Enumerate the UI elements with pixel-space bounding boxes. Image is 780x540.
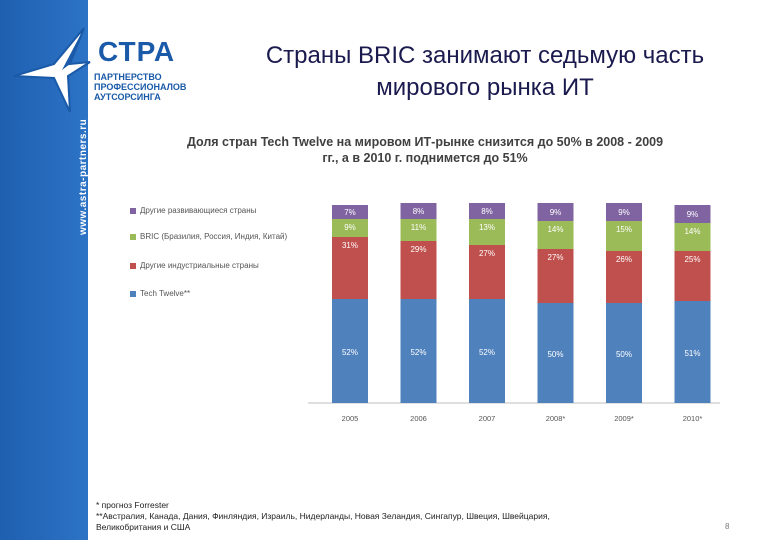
bar-segment [400,203,437,219]
left-sidebar-band [0,0,88,540]
data-label: 50% [547,350,563,359]
bar-segment [400,299,437,403]
astra-logo: СТРА ПАРТНЕРСТВО ПРОФЕССИОНАЛОВ АУТСОРСИ… [10,18,200,113]
data-label: 14% [684,227,700,236]
bar-segment [537,303,574,403]
bar-segment [332,205,368,219]
legend-label: BRIC (Бразилия, Россия, Индия, Китай) [140,232,288,241]
legend-swatch [130,262,136,269]
data-label: 52% [342,348,358,357]
data-label: 7% [344,208,356,217]
bar-segment [674,205,711,223]
stacked-bar-chart: 52% 31% 9% 7% 2005 52% 29% 11% 8% 2006 52% 27% 13% 8%… [308,203,720,423]
bar-segment [606,251,642,303]
x-tick-label: 2010* [683,414,703,423]
legend-swatch [130,290,136,297]
bar-segment [537,221,574,249]
footnote-line: * прогноз Forrester [96,500,169,510]
data-label: 25% [684,255,700,264]
data-label: 15% [616,225,632,234]
bar-segment [332,299,368,403]
bar-segment [674,223,711,251]
data-label: 8% [481,207,493,216]
footnote: * прогноз Forrester **Австралия, Канада,… [96,500,550,533]
data-label: 9% [687,210,699,219]
legend-label: Другие развивающиеся страны [140,206,257,215]
data-label: 8% [413,207,425,216]
bar-segment [606,303,642,403]
legend-label: Tech Twelve** [140,289,191,298]
legend-swatch [130,233,136,240]
bar-segment [400,219,437,241]
logo-subtitle: ПАРТНЕРСТВО ПРОФЕССИОНАЛОВ АУТСОРСИНГА [94,72,186,102]
x-tick-label: 2008* [546,414,566,423]
bar-segment [606,221,642,251]
footnote-line: Великобритания и США [96,522,191,532]
chart-title: Доля стран Tech Twelve на мировом ИТ-рын… [180,134,670,166]
logo-name: СТРА [98,36,176,67]
x-tick-label: 2007 [479,414,496,423]
slide-title-line: мирового рынка ИТ [376,74,594,101]
bar-segment [400,241,437,299]
legend-item-other-industrial: Другие индустриальные страны [130,261,259,270]
bar-segment [674,251,711,301]
data-label: 50% [616,350,632,359]
legend-item-other-developing: Другие развивающиеся страны [130,206,256,215]
bar-segment [469,245,505,299]
data-label: 27% [479,249,495,258]
x-tick-label: 2005 [342,414,359,423]
data-label: 26% [616,255,632,264]
data-label: 27% [547,253,563,262]
chart-title-line: гг., а в 2010 г. поднимется до 51% [322,151,528,165]
x-tick-label: 2009* [614,414,634,423]
logo-subtitle-line: ПРОФЕССИОНАЛОВ [94,82,187,92]
data-label: 11% [411,223,426,232]
footnote-line: **Австралия, Канада, Дания, Финляндия, И… [96,511,550,521]
star-logo-icon [13,27,91,113]
data-label: 52% [479,348,495,357]
page-number: 8 [725,522,730,531]
legend-swatch [130,207,136,214]
x-tick-label: 2006 [410,414,427,423]
bar-segment [469,219,505,245]
data-label: 9% [550,208,562,217]
data-label: 29% [410,245,426,254]
legend-label: Другие индустриальные страны [140,261,259,270]
bar-segment [332,237,368,299]
bar-segment [469,203,505,219]
bar-segment [469,299,505,403]
website-url: www.astra-partners.ru [78,118,89,235]
data-label: 31% [342,241,358,250]
logo-subtitle-line: АУТСОРСИНГА [94,92,161,102]
bar-segment [332,219,368,237]
logo-subtitle-line: ПАРТНЕРСТВО [94,72,162,82]
slide-title-line: Страны BRIC занимают седьмую часть [265,42,705,69]
bar-segment [606,203,642,221]
data-label: 13% [479,223,495,232]
chart-title-line: Доля стран Tech Twelve на мировом ИТ-рын… [186,135,664,149]
slide-title: Страны BRIC занимают седьмую часть миров… [200,40,770,104]
legend-item-tech-twelve: Tech Twelve** [130,289,190,298]
data-label: 52% [410,348,426,357]
data-label: 9% [618,208,630,217]
data-label: 9% [344,223,356,232]
bar-segment [537,249,574,303]
data-label: 14% [547,225,563,234]
data-label: 51% [684,349,700,358]
bar-segment [674,301,711,403]
bar-segment [537,203,574,221]
legend-item-bric: BRIC (Бразилия, Россия, Индия, Китай) [130,232,287,241]
